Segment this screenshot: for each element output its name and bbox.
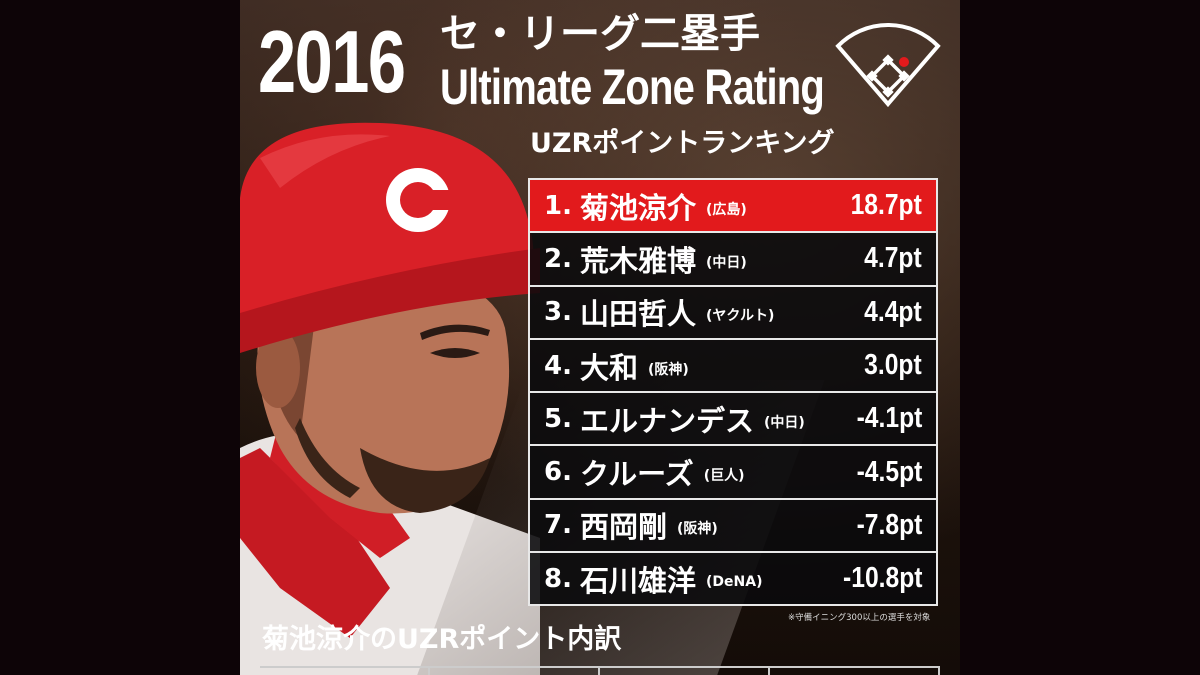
ranking-player-name: 西岡剛 [580, 510, 668, 545]
ranking-player-name: 荒木雅博 [580, 243, 697, 278]
ranking-row: 2. 荒木雅博 (中日) 4.7pt [528, 233, 938, 287]
ranking-player-name: 石川雄洋 [580, 563, 697, 598]
ranking-team: (ヤクルト) [706, 308, 775, 325]
ranking-rank: 3. [544, 297, 572, 328]
ranking-points: -7.8pt [856, 508, 922, 541]
ranking-player-name: 大和 [580, 350, 639, 385]
year-heading: 2016 [258, 12, 406, 111]
uzr-ranking-table: 1. 菊池涼介 (広島) 18.7pt 2. 荒木雅博 (中日) 4.7pt 3. 山田哲人 (ヤク… [528, 178, 938, 607]
ranking-team: (阪神) [648, 361, 689, 378]
ranking-player-name: クルーズ [580, 457, 694, 492]
ranking-rank: 8. [544, 563, 572, 594]
ranking-rank: 5. [544, 403, 572, 434]
ranking-rank: 2. [544, 243, 572, 274]
ranking-row: 7. 西岡剛 (阪神) -7.8pt [528, 499, 938, 554]
ranking-points: -10.8pt [842, 562, 922, 595]
ranking-player-name: 山田哲人 [580, 297, 697, 332]
ranking-row: 1. 菊池涼介 (広島) 18.7pt [528, 180, 938, 234]
baseball-diamond-icon [835, 22, 941, 108]
ranking-team: (中日) [706, 254, 747, 271]
ranking-subheading: UZRポイントランキング [530, 128, 835, 159]
ranking-row: 8. 石川雄洋 (DeNA) -10.8pt [528, 553, 938, 607]
breakdown-table-top [260, 666, 940, 675]
footnote: ※守備イニング300以上の選手を対象 [788, 613, 931, 623]
ranking-player-name: 菊池涼介 [580, 190, 697, 225]
carp-c-logo [386, 168, 454, 232]
ranking-team: (巨人) [703, 468, 745, 485]
ranking-rank: 4. [544, 350, 572, 381]
ranking-team: (広島) [706, 201, 747, 218]
ranking-row: 4. 大和 (阪神) 3.0pt [528, 339, 938, 394]
ranking-row: 5. エルナンデス (中日) -4.1pt [528, 393, 938, 447]
ranking-rank: 7. [544, 510, 572, 541]
ranking-rank: 6. [544, 457, 572, 488]
ranking-team: (阪神) [677, 521, 718, 538]
title-english: Ultimate Zone Rating [440, 59, 825, 115]
ranking-points: -4.1pt [856, 402, 922, 435]
ranking-row: 6. クルーズ (巨人) -4.5pt [528, 446, 938, 500]
ranking-points: -4.5pt [856, 455, 922, 488]
ranking-points: 4.4pt [864, 295, 922, 328]
ranking-team: (DeNA) [706, 573, 763, 590]
title-japanese: セ・リーグ二塁手 [440, 11, 760, 57]
ranking-row: 3. 山田哲人 (ヤクルト) 4.4pt [528, 286, 938, 340]
breakdown-title: 菊池涼介のUZRポイント内訳 [262, 624, 622, 655]
ranking-points: 3.0pt [864, 349, 922, 382]
ranking-points: 4.7pt [864, 242, 922, 275]
ranking-player-name: エルナンデス [580, 403, 755, 438]
ranking-team: (中日) [764, 414, 805, 431]
ranking-rank: 1. [544, 190, 572, 221]
infographic-panel: 2016 セ・リーグ二塁手 Ultimate Zone Rating UZRポイ… [240, 0, 960, 675]
ranking-points: 18.7pt [850, 189, 922, 222]
